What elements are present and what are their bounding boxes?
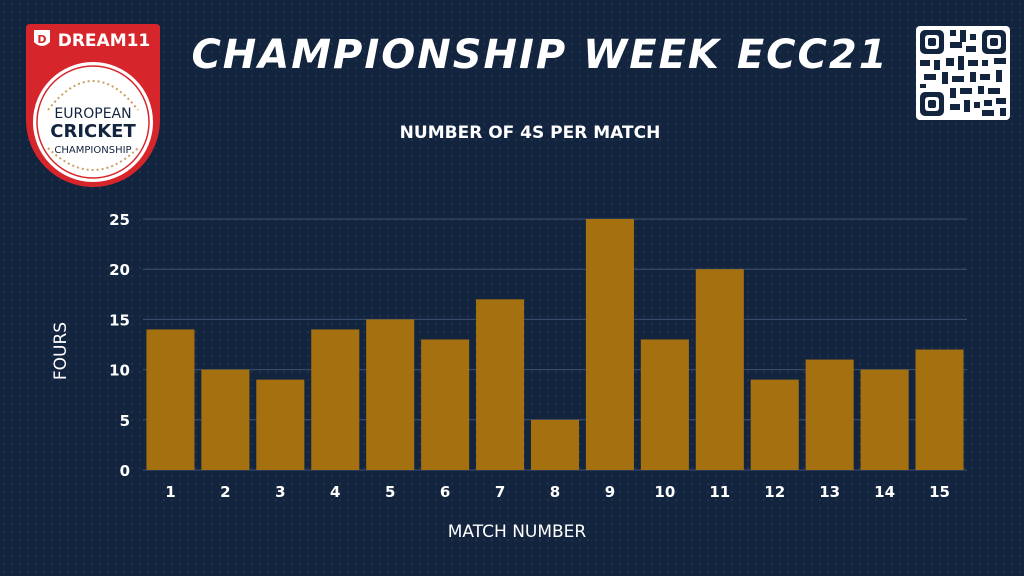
x-tick-label: 5 (385, 483, 395, 501)
y-tick-label: 25 (109, 211, 130, 229)
x-tick-label: 13 (819, 483, 840, 501)
dream11-shield-icon: D (34, 30, 50, 46)
bar-match-1 (146, 329, 195, 470)
logo-line2: CRICKET (50, 121, 136, 142)
y-tick-label: 15 (109, 311, 130, 329)
qr-code-icon (916, 26, 1010, 120)
bar-match-9 (585, 219, 634, 470)
logo-brand: DREAM11 (58, 31, 151, 51)
page-title: CHAMPIONSHIP WEEK ECC21 (191, 32, 889, 78)
x-tick-label: 11 (709, 483, 730, 501)
logo-line3: CHAMPIONSHIP (54, 145, 131, 156)
x-tick-label: 6 (440, 483, 450, 501)
svg-text:D: D (37, 33, 46, 46)
x-tick-label: 3 (275, 483, 285, 501)
logo-line1: EUROPEAN (54, 106, 131, 122)
bar-match-6 (421, 339, 470, 470)
bar-match-5 (366, 319, 415, 470)
x-tick-label: 15 (929, 483, 950, 501)
x-axis-ticks: 1 2 3 4 5 6 7 8 9 10 11 12 13 14 15 (165, 483, 950, 501)
x-tick-label: 9 (605, 483, 615, 501)
x-tick-label: 12 (764, 483, 785, 501)
bar-match-8 (530, 419, 580, 470)
bar-match-7 (476, 299, 525, 470)
y-tick-label: 20 (109, 261, 130, 279)
bar-match-14 (860, 369, 909, 470)
bar-match-13 (805, 359, 854, 470)
bars (146, 219, 964, 470)
x-tick-label: 8 (550, 483, 560, 501)
x-tick-label: 14 (874, 483, 895, 501)
y-tick-label: 0 (120, 462, 130, 480)
x-tick-label: 2 (220, 483, 230, 501)
y-tick-label: 10 (109, 362, 130, 380)
bar-match-12 (750, 379, 799, 470)
bar-match-2 (201, 369, 250, 470)
bar-match-3 (256, 379, 305, 470)
y-axis-ticks: 0 5 10 15 20 25 (109, 211, 130, 480)
bar-match-11 (695, 269, 744, 470)
bar-match-4 (311, 329, 360, 470)
x-tick-label: 7 (495, 483, 505, 501)
y-axis-label: FOURS (51, 322, 71, 380)
x-tick-label: 4 (330, 483, 340, 501)
x-tick-label: 1 (165, 483, 175, 501)
bar-match-15 (915, 349, 964, 470)
ecc-logo: D DREAM11 EUROPEAN CRICKET CHAMPIONSHIP (26, 24, 160, 187)
x-axis-label: MATCH NUMBER (448, 522, 587, 542)
x-tick-label: 10 (654, 483, 675, 501)
chart-title: NUMBER OF 4S PER MATCH (400, 123, 661, 143)
bar-match-10 (640, 339, 689, 470)
y-tick-label: 5 (120, 412, 130, 430)
